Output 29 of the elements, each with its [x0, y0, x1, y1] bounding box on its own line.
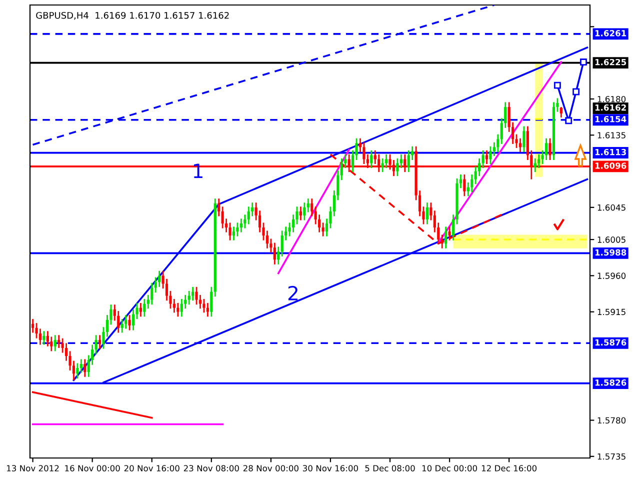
ref-line-label: 1.5876 [595, 339, 626, 346]
x-tick-label: 28 Nov 00:00 [243, 465, 298, 472]
y-tick-label: 1.6180 [598, 96, 626, 102]
ref-line-label: 1.5826 [595, 379, 626, 386]
ref-line-label: 1.6154 [595, 116, 626, 122]
ref-line-label: 1.6096 [595, 162, 626, 169]
x-tick-label: 23 Nov 08:00 [184, 465, 239, 472]
y-tick-label: 1.6005 [598, 236, 626, 243]
annotation: 2 [288, 286, 298, 300]
ref-line-label: 1.5988 [595, 249, 626, 256]
x-tick-label: 30 Nov 16:00 [303, 465, 358, 472]
text: 1.6162 [595, 104, 626, 111]
y-tick-label: 1.6135 [598, 132, 626, 138]
annotation: 1 [194, 164, 202, 178]
x-tick-label: 5 Dec 08:00 [365, 465, 415, 472]
x-tick-label: 12 Dec 16:00 [482, 465, 537, 472]
ref-line-label: 1.6261 [595, 30, 626, 36]
ref-line-label: 1.6225 [595, 58, 626, 66]
x-tick-label: 16 Nov 00:00 [65, 465, 120, 472]
text: GBPUSD,H4 1.6169 1.6170 1.6157 1.6162 [36, 12, 229, 20]
x-tick-label: 10 Dec 00:00 [422, 465, 478, 472]
x-tick-label: 13 Nov 2012 [7, 465, 59, 472]
ref-line-label: 1.6113 [595, 148, 626, 156]
y-tick-label: 1.5735 [598, 453, 626, 460]
y-tick-label: 1.5780 [598, 417, 626, 424]
x-tick-label: 20 Nov 16:00 [124, 465, 180, 472]
y-tick-label: 1.6045 [598, 204, 626, 211]
y-tick-label: 1.5915 [598, 308, 626, 316]
y-tick-label: 1.5960 [598, 272, 626, 279]
